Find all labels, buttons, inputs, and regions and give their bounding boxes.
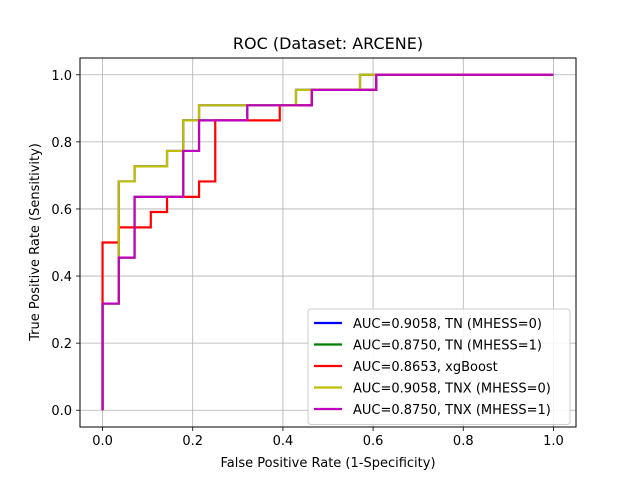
series-line-5 (101, 73, 554, 411)
legend-label-5: AUC=0.8750, TNX (MHESS=1) (353, 403, 551, 418)
legend-label-2: AUC=0.8750, TN (MHESS=1) (353, 339, 542, 354)
plot-frame (79, 57, 577, 428)
series-line-4 (101, 73, 554, 411)
legend-label-4: AUC=0.9058, TNX (MHESS=0) (353, 382, 551, 397)
y-tick-label: 0.6 (51, 203, 72, 218)
y-tick-label: 0.0 (51, 404, 72, 419)
chart-title: ROC (Dataset: ARCENE) (233, 34, 423, 53)
y-tick-label: 0.8 (51, 136, 72, 151)
y-tick-label: 1.0 (51, 69, 72, 84)
series-lines (101, 73, 554, 411)
legend: AUC=0.9058, TN (MHESS=0) AUC=0.8750, TN (… (307, 308, 571, 425)
axis-ticks: 0.0 0.2 0.4 0.6 0.8 1.0 0.0 0.2 0.4 0.6 0.8 1.0 (51, 69, 563, 449)
legend-box (307, 308, 571, 425)
x-tick-label: 0.4 (273, 434, 294, 449)
y-axis-title: True Positive Rate (Sensitivity) (28, 143, 43, 342)
x-axis-title: False Positive Rate (1-Specificity) (220, 456, 435, 471)
legend-label-1: AUC=0.9058, TN (MHESS=0) (353, 317, 542, 332)
x-tick-label: 0.2 (182, 434, 203, 449)
legend-label-3: AUC=0.8653, xgBoost (353, 360, 498, 375)
x-tick-label: 1.0 (543, 434, 564, 449)
x-tick-label: 0.8 (453, 434, 474, 449)
y-tick-label: 0.4 (51, 270, 72, 285)
x-tick-label: 0.0 (92, 434, 113, 449)
y-tick-label: 0.2 (51, 337, 72, 352)
x-tick-label: 0.6 (363, 434, 384, 449)
